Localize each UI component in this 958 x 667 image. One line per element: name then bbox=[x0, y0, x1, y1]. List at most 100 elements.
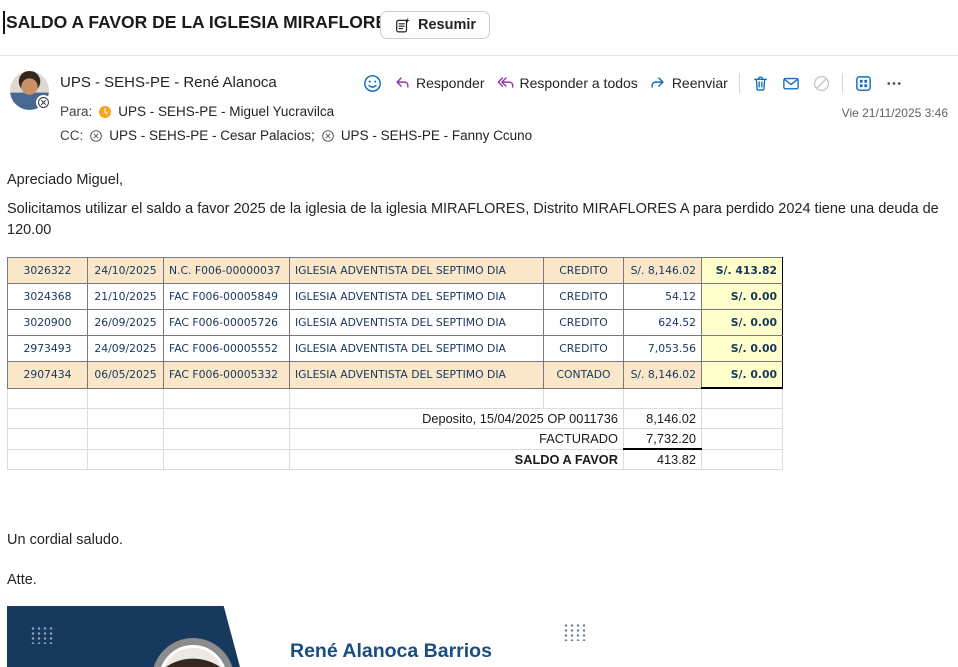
body-line: 120.00 bbox=[7, 222, 52, 238]
summary-label: SALDO A FAVOR bbox=[289, 448, 624, 470]
reply-icon bbox=[393, 74, 411, 92]
saldo-table: 3026322 24/10/2025 N.C. F006-00000037 IG… bbox=[7, 257, 783, 470]
cell-name: IGLESIA ADVENTISTA DEL SEPTIMO DIA bbox=[289, 257, 544, 284]
forward-button[interactable]: Reenviar bbox=[649, 74, 728, 92]
table-row: 3026322 24/10/2025 N.C. F006-00000037 IG… bbox=[7, 257, 783, 284]
cell-doc: FAC F006-00005552 bbox=[163, 335, 290, 362]
cell-code: 3020900 bbox=[7, 309, 88, 336]
reply-button[interactable]: Responder bbox=[393, 74, 485, 92]
cc-label: CC: bbox=[60, 128, 84, 143]
reply-all-icon bbox=[496, 74, 515, 92]
summarize-button[interactable]: Resumir bbox=[380, 11, 491, 39]
cell-amount: 624.52 bbox=[623, 309, 702, 336]
clock-status-icon bbox=[98, 105, 112, 119]
summary-label: Deposito, 15/04/2025 OP 0011736 bbox=[289, 408, 624, 429]
cell-balance: S/. 0.00 bbox=[701, 283, 783, 310]
to-recipient[interactable]: UPS - SEHS-PE - Miguel Yucravilca bbox=[118, 104, 335, 119]
cell-type: CREDITO bbox=[543, 335, 624, 362]
cc-line: CC: UPS - SEHS-PE - Cesar Palacios; UPS … bbox=[60, 128, 532, 143]
forward-label: Reenviar bbox=[671, 75, 728, 91]
cell-code: 2973493 bbox=[7, 335, 88, 362]
signature-photo-image bbox=[162, 648, 224, 667]
delete-icon[interactable] bbox=[751, 74, 770, 93]
text-cursor bbox=[3, 11, 5, 34]
cell-name: IGLESIA ADVENTISTA DEL SEPTIMO DIA bbox=[289, 361, 544, 389]
cell-amount: 54.12 bbox=[623, 283, 702, 310]
cell-type: CONTADO bbox=[543, 361, 624, 389]
cell-balance: S/. 0.00 bbox=[701, 335, 783, 362]
cell-name: IGLESIA ADVENTISTA DEL SEPTIMO DIA bbox=[289, 283, 544, 310]
reply-all-label: Responder a todos bbox=[519, 75, 638, 91]
summary-row: Deposito, 15/04/2025 OP 0011736 8,146.02 bbox=[7, 408, 783, 429]
cell-balance: S/. 413.82 bbox=[701, 257, 783, 284]
cell-amount: S/. 8,146.02 bbox=[623, 361, 702, 389]
divider bbox=[738, 73, 740, 93]
body-line: Solicitamos utilizar el saldo a favor 20… bbox=[7, 201, 939, 217]
dot-pattern bbox=[30, 626, 53, 644]
summary-label: FACTURADO bbox=[289, 428, 624, 450]
cc-recipient[interactable]: UPS - SEHS-PE - Fanny Ccuno bbox=[340, 128, 533, 143]
cell-date: 24/09/2025 bbox=[87, 335, 164, 362]
cell-balance: S/. 0.00 bbox=[701, 309, 783, 336]
sender-blocked-badge-icon bbox=[36, 95, 51, 110]
cell-date: 26/09/2025 bbox=[87, 309, 164, 336]
cell-doc: FAC F006-00005726 bbox=[163, 309, 290, 336]
message-date: Vie 21/11/2025 3:46 bbox=[841, 106, 948, 120]
table-row: 3024368 21/10/2025 FAC F006-00005849 IGL… bbox=[7, 283, 783, 310]
cell-type: CREDITO bbox=[543, 257, 624, 284]
summarize-label: Resumir bbox=[418, 17, 477, 33]
cell-doc: FAC F006-00005332 bbox=[163, 361, 290, 389]
message-action-bar: Responder Responder a todos Reenviar bbox=[363, 71, 904, 95]
cell-name: IGLESIA ADVENTISTA DEL SEPTIMO DIA bbox=[289, 309, 544, 336]
cell-type: CREDITO bbox=[543, 283, 624, 310]
closing-text: Un cordial saludo. bbox=[7, 532, 124, 548]
table-row: 3020900 26/09/2025 FAC F006-00005726 IGL… bbox=[7, 309, 783, 336]
cell-amount: 7,053.56 bbox=[623, 335, 702, 362]
summary-value: 413.82 bbox=[623, 448, 702, 470]
cell-code: 3024368 bbox=[7, 283, 88, 310]
signoff-text: Atte. bbox=[7, 572, 37, 588]
summary-row: FACTURADO 7,732.20 bbox=[7, 428, 783, 450]
divider bbox=[0, 55, 958, 56]
mark-unread-icon[interactable] bbox=[781, 74, 801, 93]
summary-value: 7,732.20 bbox=[623, 428, 702, 450]
forward-icon bbox=[649, 74, 667, 92]
summary-row: SALDO A FAVOR 413.82 bbox=[7, 448, 783, 470]
cell-type: CREDITO bbox=[543, 309, 624, 336]
summary-value: 8,146.02 bbox=[623, 408, 702, 429]
summarize-icon bbox=[394, 17, 411, 34]
cell-balance: S/. 0.00 bbox=[701, 361, 783, 389]
cell-date: 21/10/2025 bbox=[87, 283, 164, 310]
sender-name[interactable]: UPS - SEHS-PE - René Alanoca bbox=[60, 74, 277, 91]
signature-photo bbox=[152, 638, 234, 667]
signature-banner: René Alanoca Barrios bbox=[7, 604, 951, 667]
dot-pattern bbox=[563, 623, 586, 641]
cell-amount: S/. 8,146.02 bbox=[623, 257, 702, 284]
email-subject: SALDO A FAVOR DE LA IGLESIA MIRAFLORES 2… bbox=[6, 12, 443, 32]
cell-code: 2907434 bbox=[7, 361, 88, 389]
emoji-reaction-icon[interactable] bbox=[363, 74, 382, 93]
reply-label: Responder bbox=[416, 75, 485, 91]
reply-all-button[interactable]: Responder a todos bbox=[496, 74, 638, 92]
blocked-icon[interactable] bbox=[812, 74, 831, 93]
cell-doc: FAC F006-00005849 bbox=[163, 283, 290, 310]
apps-grid-icon[interactable] bbox=[854, 74, 873, 93]
to-line: Para: UPS - SEHS-PE - Miguel Yucravilca bbox=[60, 104, 334, 119]
table-row-empty bbox=[7, 387, 783, 409]
table-row: 2973493 24/09/2025 FAC F006-00005552 IGL… bbox=[7, 335, 783, 362]
circled-x-icon bbox=[89, 129, 103, 143]
to-label: Para: bbox=[60, 104, 93, 119]
cell-date: 24/10/2025 bbox=[87, 257, 164, 284]
signature-name: René Alanoca Barrios bbox=[290, 640, 492, 662]
cell-code: 3026322 bbox=[7, 257, 88, 284]
more-options-button[interactable] bbox=[884, 74, 904, 93]
cell-name: IGLESIA ADVENTISTA DEL SEPTIMO DIA bbox=[289, 335, 544, 362]
body-paragraph: Solicitamos utilizar el saldo a favor 20… bbox=[7, 199, 939, 241]
cell-doc: N.C. F006-00000037 bbox=[163, 257, 290, 284]
table-row: 2907434 06/05/2025 FAC F006-00005332 IGL… bbox=[7, 361, 783, 389]
circled-x-icon bbox=[321, 129, 335, 143]
greeting-text: Apreciado Miguel, bbox=[7, 172, 124, 188]
cc-recipient[interactable]: UPS - SEHS-PE - Cesar Palacios; bbox=[109, 128, 315, 143]
divider bbox=[841, 73, 843, 93]
